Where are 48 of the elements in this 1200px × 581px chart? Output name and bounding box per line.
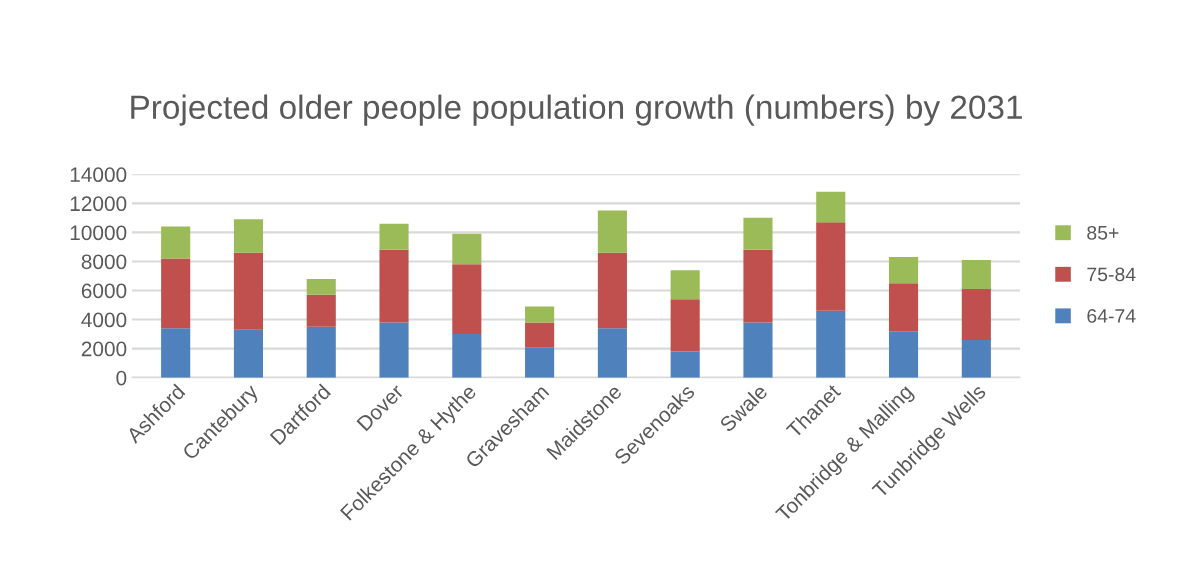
y-tick-label: 14000 [70,167,127,183]
bar [161,328,191,378]
bar [961,289,991,340]
bar [743,217,773,250]
bar [306,326,336,378]
bar [888,283,919,332]
bar [379,249,409,323]
bar [597,210,627,253]
y-tick-label: 10000 [70,225,127,241]
bar [743,249,773,323]
bar [233,329,264,378]
bar [888,331,919,378]
bar [525,347,555,378]
bar [233,219,264,253]
bar [161,258,191,329]
bar [670,270,700,300]
bar [452,233,482,265]
y-tick-label: 4000 [81,312,127,328]
bar [961,260,991,290]
legend-label: 75-84 [1087,267,1136,282]
bar [306,294,336,327]
bar [161,226,191,259]
chart-title: Projected older people population growth (numbers) by 2031 [131,94,1022,126]
bar [816,222,846,311]
legend-label: 64-74 [1087,309,1136,323]
y-tick-label: 12000 [70,196,127,212]
y-tick-label: 2000 [81,341,127,357]
bar [670,299,700,352]
bar [816,191,846,223]
bar [379,322,409,378]
bar [306,278,336,295]
bar [525,306,555,323]
bar [233,252,264,330]
bar [452,334,482,378]
bar [452,264,482,335]
bar [888,257,919,284]
legend-label: 85+ [1087,225,1119,240]
bar [597,328,627,378]
y-tick-label: 8000 [81,254,127,270]
bar [961,339,991,378]
bar [525,322,555,348]
bar [743,322,773,378]
bar [816,310,846,378]
y-tick-label: 6000 [81,283,127,299]
y-tick-label: 0 [116,370,127,386]
bar [379,223,409,250]
bar [597,252,627,329]
bar [670,351,700,378]
